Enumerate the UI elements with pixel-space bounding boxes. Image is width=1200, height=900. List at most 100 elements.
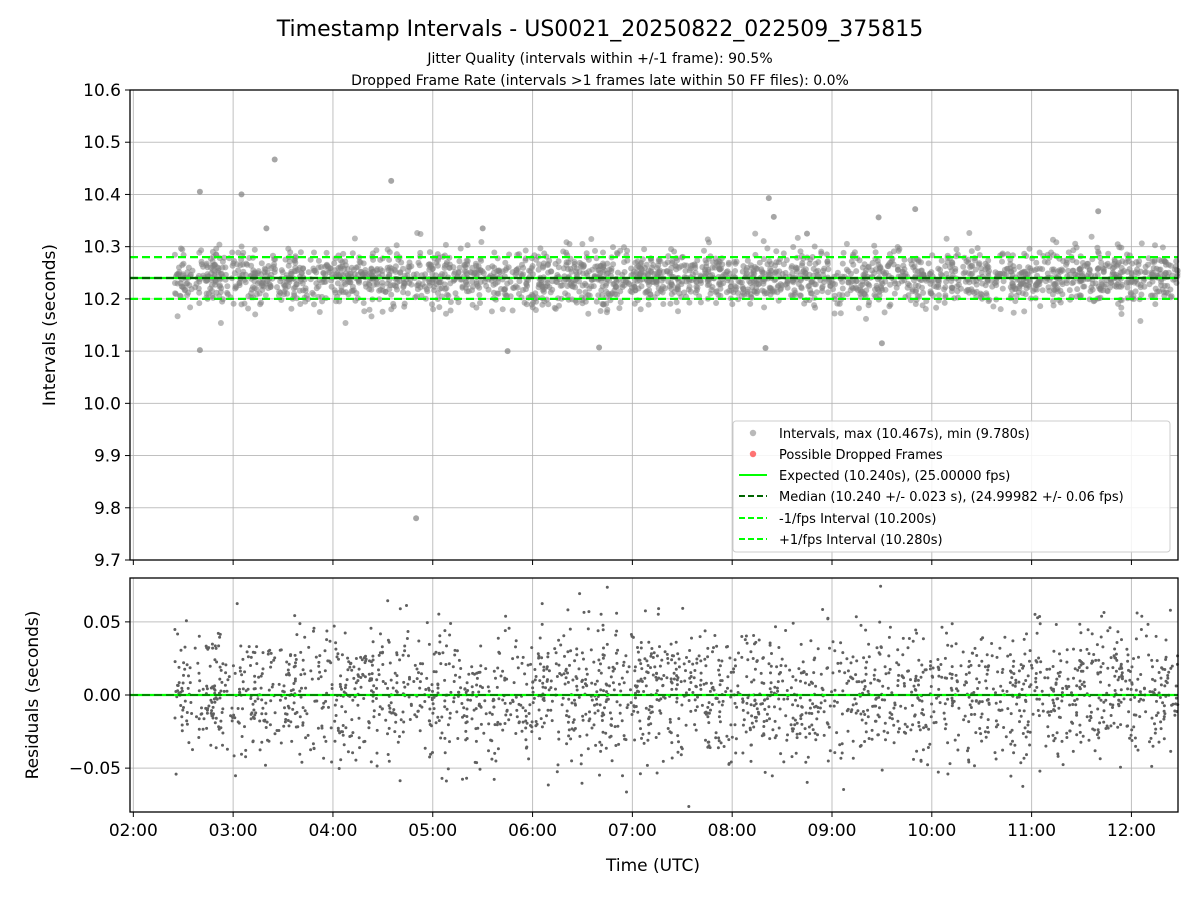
residual-point bbox=[377, 673, 381, 677]
residual-point bbox=[795, 732, 799, 736]
residual-point bbox=[514, 695, 518, 699]
residual-point bbox=[596, 709, 600, 713]
residual-point bbox=[915, 749, 919, 753]
residual-point bbox=[187, 674, 190, 678]
residual-point bbox=[910, 690, 914, 694]
interval-point bbox=[576, 288, 583, 295]
residual-point bbox=[1004, 735, 1008, 739]
residual-point bbox=[1107, 683, 1111, 687]
residuals-y-ticks: 0.050.00−0.05 bbox=[69, 613, 130, 779]
residual-point bbox=[641, 732, 645, 736]
residual-point bbox=[752, 725, 756, 729]
residual-point bbox=[1170, 664, 1174, 668]
residual-point bbox=[508, 701, 512, 705]
residual-point bbox=[483, 699, 487, 703]
residual-point bbox=[687, 660, 691, 663]
interval-point bbox=[212, 281, 218, 288]
residual-point bbox=[536, 652, 540, 656]
residual-point bbox=[808, 698, 812, 702]
interval-point bbox=[217, 289, 224, 295]
residual-point bbox=[622, 660, 626, 664]
interval-point bbox=[331, 260, 338, 267]
residual-point bbox=[665, 676, 669, 680]
interval-point bbox=[799, 262, 805, 269]
interval-point bbox=[217, 320, 224, 326]
interval-point bbox=[1098, 259, 1105, 266]
residual-point bbox=[1024, 700, 1028, 703]
residual-point bbox=[846, 729, 850, 733]
residual-point bbox=[260, 672, 264, 676]
residual-point bbox=[826, 759, 830, 763]
residual-point bbox=[722, 745, 726, 748]
residual-point bbox=[967, 659, 971, 663]
interval-point bbox=[839, 278, 846, 285]
residual-point bbox=[718, 720, 722, 724]
interval-point bbox=[529, 271, 536, 278]
interval-point bbox=[311, 267, 318, 274]
residual-point bbox=[182, 706, 185, 709]
intervals-x-tick-marks bbox=[132, 560, 1132, 565]
residual-point bbox=[609, 675, 613, 679]
interval-point bbox=[617, 299, 624, 306]
residual-point bbox=[377, 653, 381, 657]
residual-point bbox=[224, 663, 228, 667]
residual-point bbox=[300, 686, 303, 690]
residual-point bbox=[661, 759, 665, 763]
residual-point bbox=[788, 668, 792, 672]
interval-point bbox=[288, 268, 295, 275]
residual-point bbox=[1011, 639, 1015, 643]
residual-point bbox=[205, 726, 209, 730]
residual-point bbox=[749, 743, 753, 747]
interval-point bbox=[340, 250, 347, 257]
residual-point bbox=[1174, 684, 1178, 688]
residual-point bbox=[456, 737, 460, 740]
residual-point bbox=[317, 677, 320, 681]
residual-point bbox=[615, 661, 619, 665]
residual-point bbox=[765, 719, 769, 723]
residual-point bbox=[398, 607, 402, 611]
residual-point bbox=[1150, 764, 1154, 768]
interval-point bbox=[488, 308, 495, 315]
residual-point bbox=[1021, 732, 1025, 735]
residual-point bbox=[699, 671, 703, 675]
residual-point bbox=[1156, 711, 1160, 715]
residual-point bbox=[475, 676, 479, 680]
residual-point bbox=[777, 646, 781, 649]
residual-point bbox=[773, 705, 776, 709]
residual-point bbox=[922, 726, 926, 730]
residual-point bbox=[444, 779, 448, 783]
interval-point bbox=[174, 313, 181, 320]
x-tick-label: 07:00 bbox=[608, 821, 657, 841]
interval-point bbox=[393, 283, 400, 290]
interval-outlier-point bbox=[479, 225, 486, 232]
residual-point bbox=[1079, 648, 1083, 652]
residual-point bbox=[596, 629, 600, 633]
interval-point bbox=[636, 277, 643, 284]
residual-point bbox=[1163, 712, 1167, 716]
residual-point bbox=[328, 639, 332, 643]
residual-point bbox=[1109, 714, 1113, 717]
residual-point bbox=[794, 751, 798, 755]
residual-point bbox=[613, 725, 617, 729]
interval-point bbox=[831, 292, 838, 299]
residual-point bbox=[358, 746, 362, 750]
interval-outlier-point bbox=[878, 340, 885, 347]
residual-point bbox=[919, 675, 923, 679]
residual-point bbox=[835, 731, 839, 735]
residual-point bbox=[286, 668, 290, 672]
residual-point bbox=[888, 711, 892, 715]
residual-point bbox=[1174, 696, 1178, 700]
residual-point bbox=[710, 686, 714, 690]
residual-point bbox=[812, 671, 816, 675]
interval-point bbox=[178, 245, 184, 252]
interval-point bbox=[281, 283, 288, 289]
residual-point bbox=[1083, 684, 1087, 688]
residual-point bbox=[930, 674, 934, 678]
residual-point bbox=[403, 685, 407, 689]
residual-point bbox=[807, 711, 811, 715]
interval-point bbox=[360, 300, 367, 306]
residual-point bbox=[213, 658, 217, 662]
residual-point bbox=[231, 664, 235, 668]
residual-point bbox=[487, 722, 491, 726]
residual-point bbox=[524, 714, 528, 718]
